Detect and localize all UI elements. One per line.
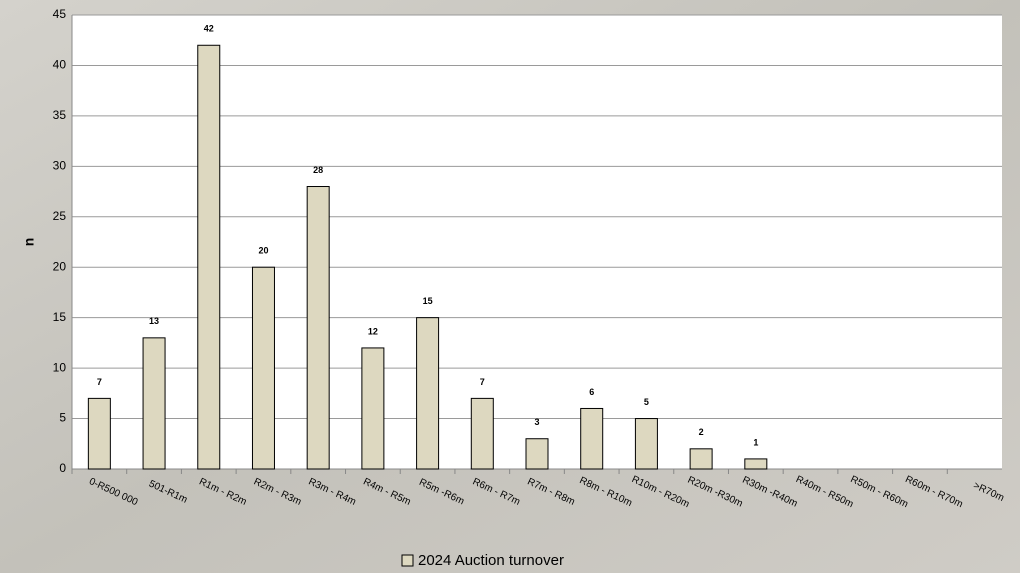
bar	[87, 397, 111, 470]
legend-label: 2024 Auction turnover	[418, 552, 564, 569]
bar	[251, 266, 275, 470]
data-label: 20	[258, 246, 268, 256]
data-label: 3	[534, 417, 539, 427]
y-tick-label: 40	[53, 58, 67, 72]
bar	[361, 347, 385, 470]
bar	[197, 44, 221, 470]
data-label: 15	[423, 296, 433, 306]
y-tick-label: 30	[53, 159, 67, 173]
data-label: 7	[97, 377, 102, 387]
data-label: 1	[753, 437, 758, 447]
bar	[689, 448, 713, 470]
y-tick-label: 20	[53, 259, 67, 273]
y-tick-label: 45	[53, 7, 67, 21]
y-tick-label: 25	[53, 209, 67, 223]
bar	[416, 317, 440, 470]
y-tick-label: 35	[53, 108, 67, 122]
bar	[580, 407, 604, 470]
data-label: 28	[313, 165, 323, 175]
y-tick-label: 0	[59, 461, 66, 475]
plot-area	[72, 15, 1002, 469]
bar	[634, 418, 658, 470]
data-label: 7	[480, 377, 485, 387]
data-label: 2	[699, 427, 704, 437]
data-label: 42	[204, 24, 214, 34]
bar	[306, 186, 330, 470]
y-tick-label: 10	[53, 360, 67, 374]
data-label: 6	[589, 387, 594, 397]
y-tick-label: 15	[53, 310, 67, 324]
y-tick-label: 5	[59, 411, 66, 425]
bar	[470, 397, 494, 470]
bar	[525, 438, 549, 470]
data-label: 5	[644, 397, 649, 407]
data-label: 12	[368, 326, 378, 336]
y-axis-label: n	[21, 238, 37, 247]
bar	[744, 458, 768, 470]
data-label: 13	[149, 316, 159, 326]
legend-swatch	[401, 554, 414, 567]
bar	[142, 337, 166, 470]
